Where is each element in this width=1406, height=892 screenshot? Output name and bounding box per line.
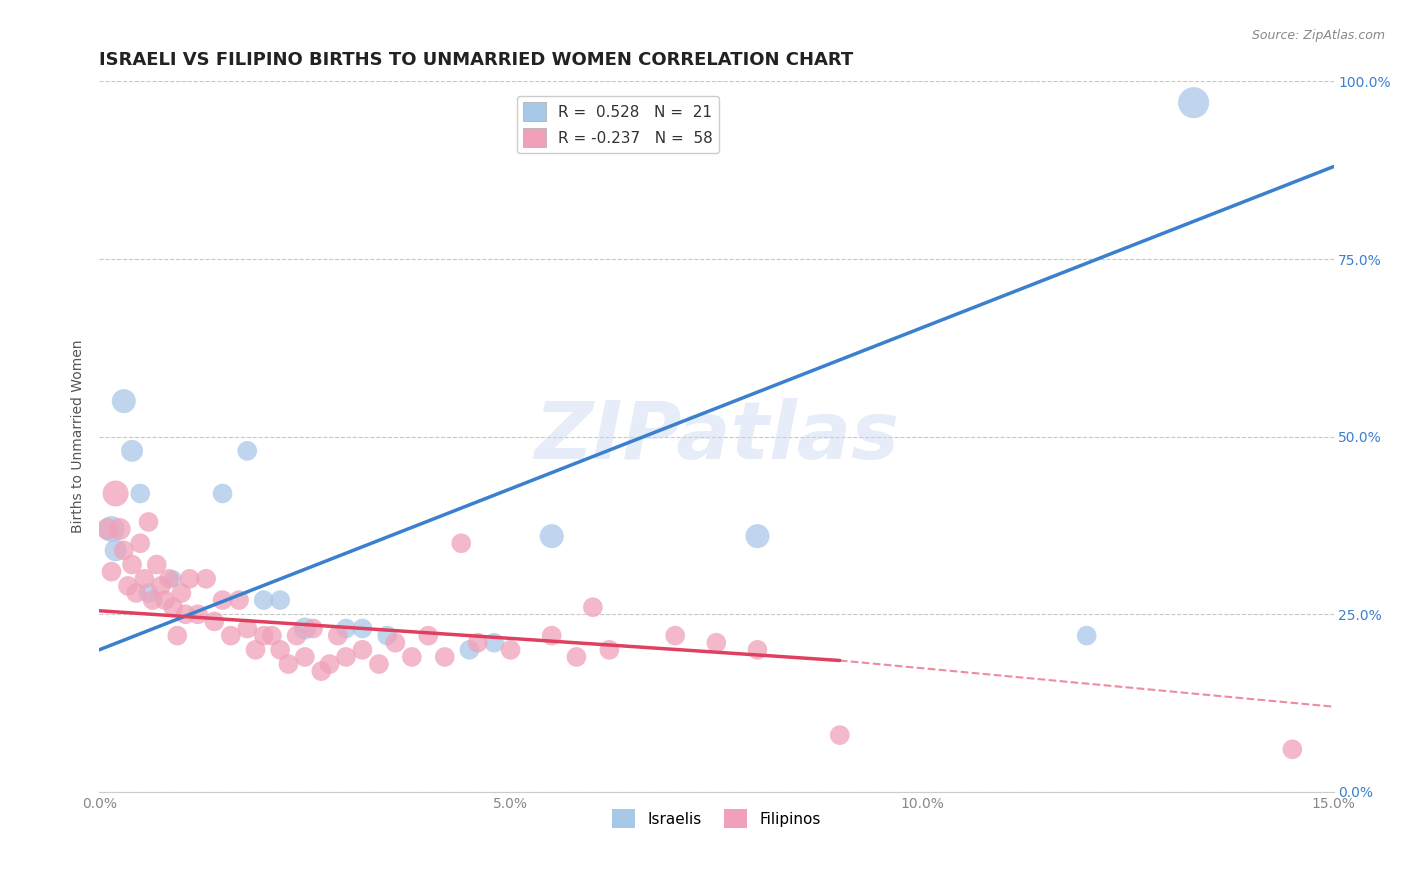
Point xyxy=(121,558,143,572)
Point xyxy=(253,629,276,643)
Point xyxy=(174,607,197,622)
Point xyxy=(1076,629,1098,643)
Point xyxy=(326,629,349,643)
Point xyxy=(162,572,184,586)
Point xyxy=(104,486,127,500)
Point xyxy=(166,629,188,643)
Point xyxy=(1182,95,1205,110)
Point xyxy=(104,543,127,558)
Point xyxy=(236,622,259,636)
Point xyxy=(134,572,156,586)
Point xyxy=(335,649,357,664)
Point xyxy=(302,622,325,636)
Point xyxy=(153,593,176,607)
Point xyxy=(433,649,456,664)
Point xyxy=(100,522,122,536)
Point xyxy=(277,657,299,671)
Point xyxy=(352,643,374,657)
Point xyxy=(269,593,291,607)
Point xyxy=(450,536,472,550)
Point xyxy=(260,629,283,643)
Point xyxy=(253,593,276,607)
Point xyxy=(285,629,308,643)
Point xyxy=(138,515,160,529)
Point xyxy=(1281,742,1303,756)
Point xyxy=(540,629,562,643)
Point xyxy=(582,600,605,615)
Point xyxy=(664,629,686,643)
Point xyxy=(418,629,440,643)
Point xyxy=(211,486,233,500)
Point xyxy=(704,636,727,650)
Point xyxy=(117,579,139,593)
Point xyxy=(375,629,398,643)
Point xyxy=(138,586,160,600)
Legend: Israelis, Filipinos: Israelis, Filipinos xyxy=(606,803,827,834)
Point xyxy=(384,636,406,650)
Point xyxy=(170,586,193,600)
Text: ISRAELI VS FILIPINO BIRTHS TO UNMARRIED WOMEN CORRELATION CHART: ISRAELI VS FILIPINO BIRTHS TO UNMARRIED … xyxy=(100,51,853,69)
Point xyxy=(112,543,135,558)
Point xyxy=(179,572,201,586)
Point xyxy=(467,636,489,650)
Point xyxy=(195,572,218,586)
Point xyxy=(125,586,148,600)
Point xyxy=(228,593,250,607)
Point xyxy=(401,649,423,664)
Point xyxy=(598,643,620,657)
Point xyxy=(149,579,172,593)
Point xyxy=(482,636,505,650)
Point xyxy=(162,600,184,615)
Point xyxy=(458,643,481,657)
Point xyxy=(565,649,588,664)
Point xyxy=(352,622,374,636)
Text: Source: ZipAtlas.com: Source: ZipAtlas.com xyxy=(1251,29,1385,42)
Point xyxy=(294,649,316,664)
Point xyxy=(269,643,291,657)
Point xyxy=(311,664,333,678)
Point xyxy=(142,593,165,607)
Point xyxy=(828,728,851,742)
Point xyxy=(96,522,118,536)
Point xyxy=(294,622,316,636)
Point xyxy=(129,536,152,550)
Point xyxy=(121,443,143,458)
Point xyxy=(219,629,242,643)
Point xyxy=(747,643,769,657)
Point xyxy=(100,565,122,579)
Point xyxy=(112,394,135,409)
Point xyxy=(187,607,209,622)
Point xyxy=(211,593,233,607)
Point xyxy=(108,522,131,536)
Point xyxy=(540,529,562,543)
Point xyxy=(129,486,152,500)
Text: ZIPatlas: ZIPatlas xyxy=(534,398,898,475)
Point xyxy=(499,643,522,657)
Point xyxy=(245,643,267,657)
Point xyxy=(145,558,167,572)
Point xyxy=(747,529,769,543)
Point xyxy=(335,622,357,636)
Point xyxy=(236,443,259,458)
Point xyxy=(368,657,391,671)
Point xyxy=(157,572,180,586)
Point xyxy=(318,657,340,671)
Point xyxy=(202,615,225,629)
Y-axis label: Births to Unmarried Women: Births to Unmarried Women xyxy=(72,340,86,533)
